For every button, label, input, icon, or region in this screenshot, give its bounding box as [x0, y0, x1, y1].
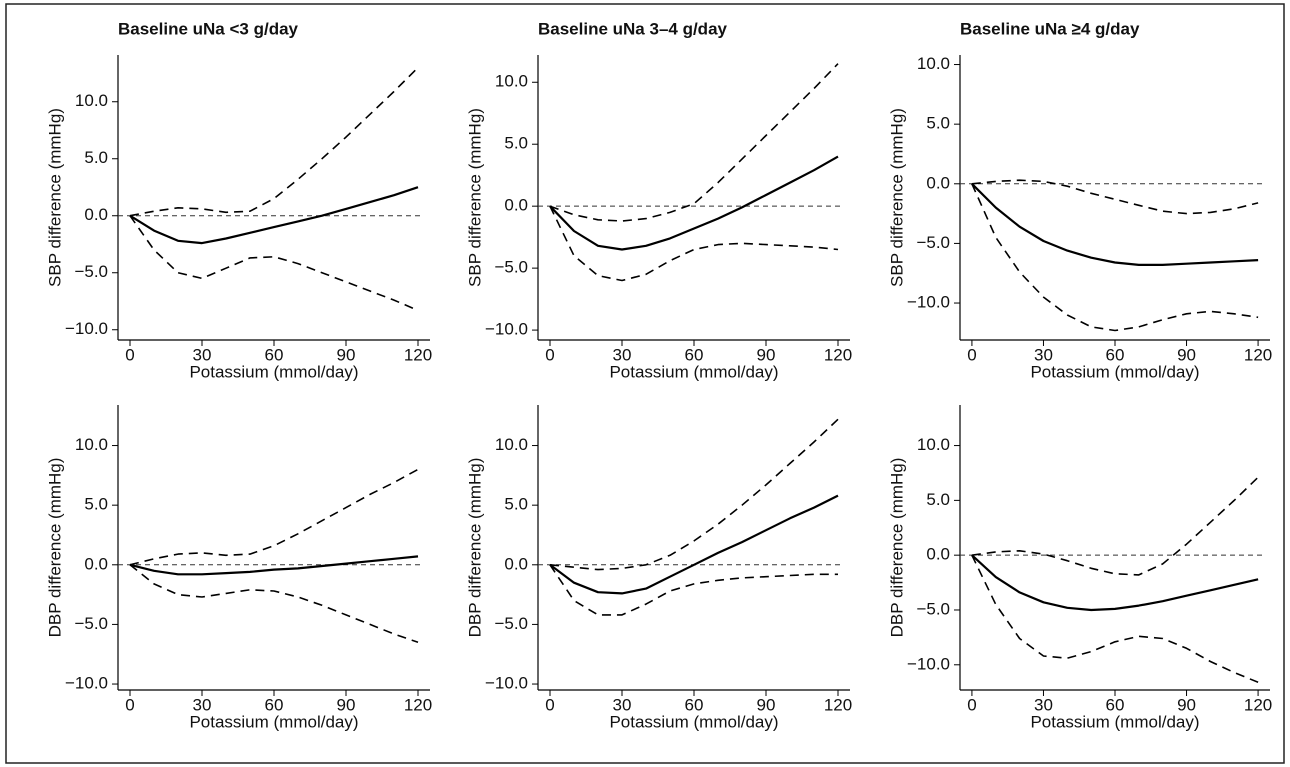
x-tick-label: 90 [1177, 695, 1196, 714]
y-tick-label: −5.0 [494, 614, 528, 633]
y-tick-label: 10.0 [75, 435, 108, 454]
x-axis-label: Potassium (mmol/day) [189, 712, 358, 731]
estimate-line [549, 155, 839, 251]
estimate-line [971, 183, 1259, 266]
x-tick-label: 120 [824, 695, 852, 714]
x-tick-label: 90 [757, 695, 776, 714]
estimate-line [129, 186, 419, 245]
x-tick-label: 120 [824, 345, 852, 364]
x-tick-label: 0 [125, 695, 134, 714]
x-tick-label: 0 [967, 695, 976, 714]
ci-line [971, 476, 1259, 576]
y-tick-label: 5.0 [926, 490, 950, 509]
x-tick-label: 90 [757, 345, 776, 364]
y-tick-label: −10.0 [65, 674, 108, 693]
x-tick-label: 90 [337, 345, 356, 364]
x-tick-label: 0 [125, 345, 134, 364]
x-tick-label: 90 [1177, 345, 1196, 364]
estimate-line [971, 554, 1259, 612]
x-tick-label: 60 [1106, 695, 1125, 714]
y-tick-label: −10.0 [907, 654, 950, 673]
y-axis-label: DBP difference (mmHg) [465, 458, 484, 638]
y-axis-label: SBP difference (mmHg) [887, 108, 906, 287]
x-tick-label: 30 [1034, 695, 1053, 714]
estimate-line [549, 494, 839, 595]
y-tick-label: 5.0 [504, 495, 528, 514]
x-tick-label: 60 [685, 345, 704, 364]
x-tick-label: 0 [545, 695, 554, 714]
x-axis-label: Potassium (mmol/day) [189, 362, 358, 381]
x-tick-label: 30 [193, 345, 212, 364]
y-tick-label: 5.0 [84, 495, 108, 514]
x-tick-label: 90 [337, 695, 356, 714]
y-tick-label: −5.0 [494, 258, 528, 277]
ci-line [971, 554, 1259, 684]
x-axis-label: Potassium (mmol/day) [1030, 712, 1199, 731]
x-tick-label: 120 [404, 695, 432, 714]
y-tick-label: 10.0 [917, 435, 950, 454]
y-axis-label: DBP difference (mmHg) [887, 458, 906, 638]
panel-title: Baseline uNa ≥4 g/day [960, 19, 1140, 38]
x-tick-label: 30 [613, 695, 632, 714]
y-tick-label: 0.0 [504, 554, 528, 573]
ci-line [129, 66, 419, 217]
y-tick-label: 0.0 [926, 545, 950, 564]
y-tick-label: −10.0 [65, 319, 108, 338]
x-axis-label: Potassium (mmol/day) [609, 712, 778, 731]
x-tick-label: 120 [1244, 345, 1272, 364]
panel-title: Baseline uNa <3 g/day [118, 19, 299, 38]
y-tick-label: 5.0 [84, 148, 108, 167]
x-tick-label: 0 [967, 345, 976, 364]
ci-line [129, 468, 419, 566]
y-axis-label: DBP difference (mmHg) [45, 458, 64, 638]
y-axis-label: SBP difference (mmHg) [465, 108, 484, 287]
x-axis-label: Potassium (mmol/day) [1030, 362, 1199, 381]
x-tick-label: 60 [685, 695, 704, 714]
figure-border [5, 3, 1285, 764]
y-tick-label: −5.0 [916, 233, 950, 252]
ci-line [549, 564, 838, 616]
y-tick-label: −5.0 [916, 599, 950, 618]
x-tick-label: 30 [613, 345, 632, 364]
ci-line [549, 418, 839, 571]
x-tick-label: 60 [265, 345, 284, 364]
x-axis-label: Potassium (mmol/day) [609, 362, 778, 381]
ci-line [549, 63, 839, 222]
y-tick-label: 0.0 [926, 173, 950, 192]
estimate-line [129, 555, 419, 576]
ci-line [971, 179, 1259, 215]
y-tick-label: 0.0 [504, 196, 528, 215]
panel-title: Baseline uNa 3–4 g/day [538, 19, 728, 38]
ci-line [129, 215, 419, 312]
ci-line [129, 564, 419, 644]
y-tick-label: −10.0 [485, 320, 528, 339]
y-tick-label: 10.0 [495, 435, 528, 454]
y-tick-label: −5.0 [74, 614, 108, 633]
x-tick-label: 0 [545, 345, 554, 364]
x-tick-label: 120 [1244, 695, 1272, 714]
ci-line [971, 183, 1259, 332]
y-tick-label: 0.0 [84, 554, 108, 573]
x-tick-label: 60 [265, 695, 284, 714]
x-tick-label: 120 [404, 345, 432, 364]
x-tick-label: 30 [1034, 345, 1053, 364]
y-axis-label: SBP difference (mmHg) [45, 108, 64, 287]
y-tick-label: 10.0 [75, 91, 108, 110]
x-tick-label: 60 [1106, 345, 1125, 364]
y-tick-label: −10.0 [485, 674, 528, 693]
ci-line [549, 205, 839, 282]
y-tick-label: 5.0 [926, 114, 950, 133]
y-tick-label: 5.0 [504, 134, 528, 153]
y-tick-label: 10.0 [917, 54, 950, 73]
y-tick-label: −5.0 [74, 262, 108, 281]
y-tick-label: −10.0 [907, 293, 950, 312]
y-tick-label: 10.0 [495, 72, 528, 91]
x-tick-label: 30 [193, 695, 212, 714]
y-tick-label: 0.0 [84, 205, 108, 224]
